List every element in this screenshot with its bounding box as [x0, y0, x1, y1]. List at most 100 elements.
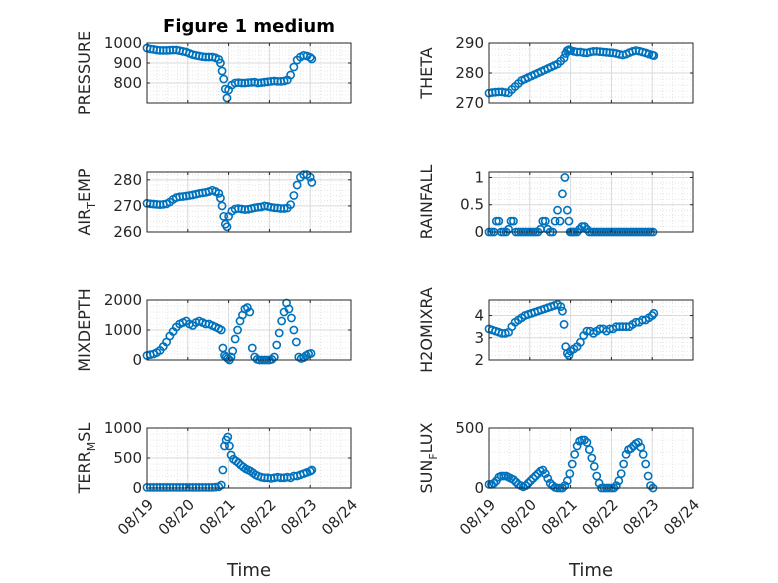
- x-tick-label: 08/24: [318, 496, 361, 539]
- x-tick-label: 08/19: [114, 496, 157, 539]
- data-point: [218, 465, 228, 475]
- data-point: [555, 216, 565, 226]
- data-point: [531, 471, 540, 481]
- y-tick-label: 1000: [104, 321, 142, 339]
- data-point: [269, 352, 279, 362]
- axes-box: [488, 427, 694, 489]
- data-point: [289, 325, 299, 335]
- data-point: [626, 443, 636, 453]
- subplot-4: 0 0.5 1 RAINFALL: [417, 165, 694, 241]
- subplot-6: 2 3 4 H2OMIXRA: [417, 287, 694, 373]
- data-point: [306, 348, 316, 358]
- x-tick-label: 08/20: [155, 496, 198, 539]
- data-point: [219, 211, 229, 221]
- data-point: [287, 313, 296, 323]
- data-point: [279, 204, 289, 213]
- data-point: [580, 435, 589, 445]
- data-point: [559, 320, 569, 329]
- data-point: [587, 453, 597, 463]
- data-point: [556, 302, 566, 312]
- data-point: [638, 449, 648, 459]
- data-point: [494, 216, 504, 226]
- y-tick-label: 1000: [104, 34, 142, 52]
- data-point: [649, 51, 659, 60]
- data-point: [228, 346, 238, 356]
- data-point: [528, 473, 538, 483]
- y-tick-label: 1000: [104, 419, 142, 437]
- data-point: [219, 74, 229, 84]
- y-tick-label: 2: [474, 351, 484, 369]
- data-point: [540, 469, 550, 478]
- data-point: [616, 469, 626, 478]
- y-tick-label: 280: [113, 171, 142, 189]
- data-point: [216, 58, 225, 68]
- data-point: [564, 351, 574, 360]
- data-point: [216, 325, 226, 335]
- data-point: [633, 437, 643, 447]
- data-point: [245, 307, 255, 317]
- data-point: [217, 201, 227, 211]
- data-point: [286, 70, 296, 80]
- data-point: [225, 441, 234, 451]
- x-tick-label: 08/22: [578, 496, 621, 539]
- data-point: [572, 441, 582, 451]
- data-point: [562, 205, 572, 215]
- data-point: [217, 66, 227, 76]
- data-point: [216, 480, 226, 490]
- y-axis-label: AIRTEMP: [75, 168, 98, 235]
- data-point: [277, 316, 287, 326]
- x-tick-label: 08/21: [196, 496, 239, 539]
- data-point: [509, 216, 518, 226]
- data-point: [560, 481, 570, 490]
- x-tick-label: 08/19: [456, 496, 499, 539]
- x-tick-label: 08/23: [277, 496, 320, 539]
- data-point: [550, 216, 560, 226]
- data-point: [289, 191, 299, 200]
- data-point: [643, 471, 653, 481]
- data-point: [567, 459, 577, 469]
- y-tick-label: 280: [455, 64, 484, 82]
- y-tick-label: 290: [455, 34, 484, 52]
- data-point: [589, 461, 599, 471]
- y-axis-label: PRESSURE: [75, 31, 94, 115]
- data-point: [540, 216, 550, 226]
- data-point: [220, 441, 229, 451]
- data-point: [222, 93, 232, 103]
- y-tick-label: 270: [455, 94, 484, 112]
- subplot-3: 260 270 280 AIRTEMP: [75, 168, 352, 241]
- x-tick-label: 08/23: [619, 496, 662, 539]
- data-point: [558, 306, 567, 316]
- data-point: [216, 193, 225, 203]
- y-tick-label: 3: [474, 329, 484, 347]
- y-tick-label: 0: [132, 351, 142, 369]
- y-tick-label: 500: [455, 419, 484, 437]
- data-point: [272, 340, 282, 350]
- y-axis-label: H2OMIXRA: [417, 287, 436, 373]
- data-point: [284, 304, 294, 314]
- y-tick-label: 4: [474, 307, 484, 325]
- axes-box: [488, 171, 694, 233]
- data-point: [565, 469, 575, 478]
- data-point: [575, 337, 585, 347]
- y-axis-label: SUNFLUX: [417, 422, 440, 493]
- x-axis-label: Time: [226, 560, 271, 581]
- y-tick-label: 0.5: [460, 196, 484, 214]
- data-point: [223, 432, 233, 442]
- data-point: [526, 476, 536, 486]
- x-tick-label: 08/20: [497, 496, 540, 539]
- data-point: [305, 466, 315, 476]
- data-point: [509, 475, 518, 484]
- data-point: [559, 53, 569, 63]
- axes-box: [146, 42, 352, 104]
- y-tick-label: 900: [113, 54, 142, 72]
- data-point: [214, 188, 224, 198]
- y-tick-label: 0: [132, 479, 142, 497]
- data-point: [291, 337, 301, 347]
- x-tick-label: 08/24: [660, 496, 703, 539]
- data-point: [621, 449, 631, 459]
- data-point: [222, 222, 232, 232]
- data-point: [564, 216, 574, 226]
- data-point: [570, 449, 580, 459]
